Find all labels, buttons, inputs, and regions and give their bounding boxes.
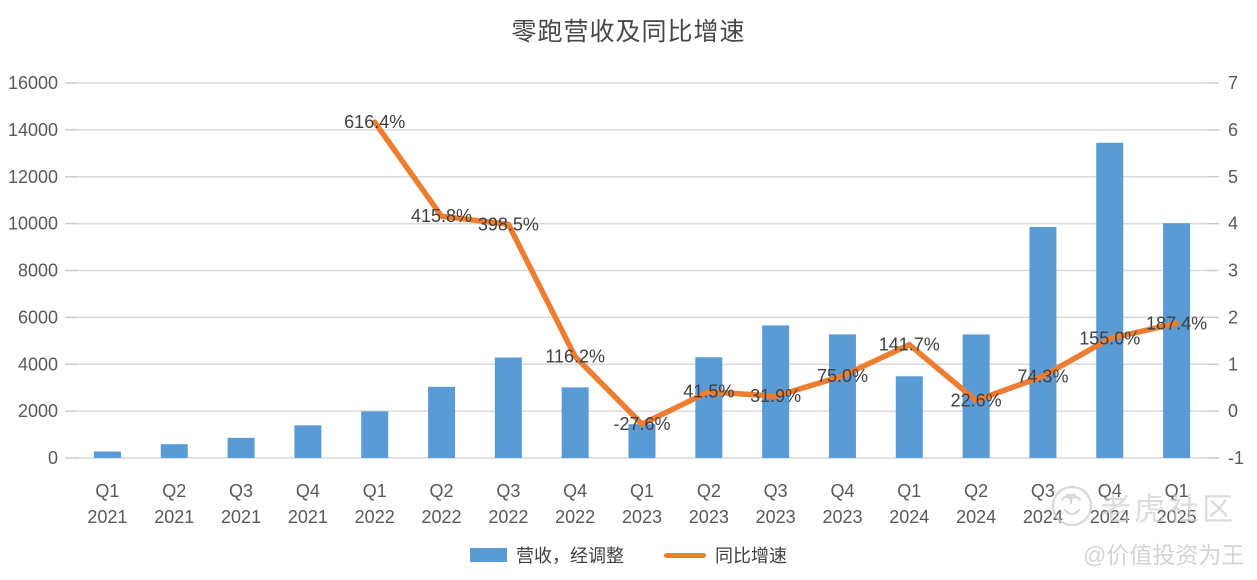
x-axis-category-label: Q2 2021 bbox=[154, 481, 194, 527]
revenue-bar bbox=[494, 357, 522, 458]
growth-series-swatch bbox=[664, 552, 706, 558]
x-axis-category-label: Q2 2023 bbox=[689, 481, 729, 527]
x-axis-category-label: Q4 2023 bbox=[822, 481, 862, 527]
growth-data-label: 415.8% bbox=[411, 206, 472, 226]
chart-legend: 营收，经调整 同比增速 bbox=[0, 542, 1257, 568]
right-axis-tick-label: 0 bbox=[1228, 401, 1238, 421]
growth-data-label: 41.5% bbox=[683, 382, 734, 402]
revenue-bar bbox=[294, 425, 322, 458]
watermark-community-text: 老虎社区 bbox=[1100, 492, 1236, 527]
right-axis-tick-label: 7 bbox=[1228, 73, 1238, 93]
revenue-bar bbox=[93, 451, 121, 458]
data-labels: 616.4% 415.8% 398.5% 116.2% -27.6% 41.5% 31.9%… bbox=[344, 112, 1207, 434]
x-axis-category-label: Q1 2022 bbox=[355, 481, 395, 527]
chart-title: 零跑营收及同比增速 bbox=[511, 18, 746, 46]
growth-line bbox=[371, 119, 1180, 427]
right-axis-tick-label: 5 bbox=[1228, 167, 1238, 187]
revenue-bar bbox=[1029, 226, 1057, 458]
growth-data-label: 616.4% bbox=[344, 112, 405, 132]
gridlines bbox=[65, 82, 1219, 459]
x-axis-category-label: Q3 2024 bbox=[1023, 481, 1063, 527]
legend-item-growth: 同比增速 bbox=[664, 542, 787, 568]
revenue-bar bbox=[160, 444, 188, 458]
x-axis-category-label: Q4 2024 bbox=[1090, 481, 1130, 527]
left-axis-tick-label: 8000 bbox=[18, 261, 58, 281]
legend-label-growth: 同比增速 bbox=[715, 546, 787, 566]
revenue-bar bbox=[227, 437, 255, 458]
revenue-bar bbox=[561, 387, 589, 458]
revenue-bar bbox=[695, 357, 723, 458]
right-axis-tick-label: 4 bbox=[1228, 214, 1238, 234]
left-axis-tick-label: 12000 bbox=[8, 167, 58, 187]
x-axis-category-label: Q2 2022 bbox=[422, 481, 462, 527]
legend-item-revenue: 营收，经调整 bbox=[470, 542, 624, 568]
tiger-community-watermark: 老虎社区 bbox=[1051, 485, 1236, 527]
revenue-bar bbox=[895, 376, 923, 458]
x-axis-category-label: Q1 2025 bbox=[1157, 481, 1197, 527]
right-axis-tick-label: 3 bbox=[1228, 261, 1238, 281]
left-axis-tick-label: 16000 bbox=[8, 73, 58, 93]
growth-data-label: 75.0% bbox=[817, 366, 868, 386]
growth-line-path bbox=[371, 119, 1180, 427]
growth-data-label: 187.4% bbox=[1146, 313, 1207, 333]
revenue-series-swatch bbox=[470, 548, 507, 562]
growth-data-label: 398.5% bbox=[478, 214, 539, 234]
left-axis-tick-label: 0 bbox=[48, 448, 58, 468]
right-axis-tick-label: 1 bbox=[1228, 354, 1238, 374]
right-axis-tick-label: -1 bbox=[1228, 448, 1244, 468]
revenue-bar bbox=[428, 386, 456, 458]
x-axis-category-label: Q1 2023 bbox=[622, 481, 662, 527]
left-axis-tick-label: 2000 bbox=[18, 401, 58, 421]
x-axis-category-label: Q3 2022 bbox=[488, 481, 528, 527]
left-axis-tick-label: 4000 bbox=[18, 354, 58, 374]
revenue-bars bbox=[93, 142, 1191, 458]
x-axis-category-label: Q4 2021 bbox=[288, 481, 328, 527]
legend-label-revenue: 营收，经调整 bbox=[516, 546, 624, 566]
left-axis-tick-label: 14000 bbox=[8, 120, 58, 140]
x-axis-category-label: Q1 2021 bbox=[87, 481, 127, 527]
revenue-bar bbox=[1163, 223, 1191, 458]
growth-data-label: 31.9% bbox=[750, 386, 801, 406]
x-axis-category-label: Q3 2023 bbox=[756, 481, 796, 527]
right-axis-tick-label: 6 bbox=[1228, 120, 1238, 140]
growth-data-label: 74.3% bbox=[1017, 366, 1068, 386]
growth-data-label: -27.6% bbox=[613, 414, 670, 434]
tiger-head-circle-icon bbox=[1051, 485, 1093, 527]
revenue-bar bbox=[1096, 142, 1124, 458]
growth-data-label: 141.7% bbox=[879, 335, 940, 355]
growth-data-label: 22.6% bbox=[951, 391, 1002, 411]
revenue-bar bbox=[628, 424, 656, 458]
watermark-author-text: @价值投资为王 bbox=[1083, 542, 1244, 568]
revenue-bar bbox=[361, 411, 389, 458]
x-axis-category-label: Q1 2024 bbox=[889, 481, 929, 527]
growth-data-label: 155.0% bbox=[1079, 328, 1140, 348]
revenue-bar bbox=[828, 334, 856, 458]
left-axis-tick-label: 6000 bbox=[18, 307, 58, 327]
x-axis-category-label: Q4 2022 bbox=[555, 481, 595, 527]
x-axis-category-label: Q2 2024 bbox=[956, 481, 996, 527]
left-axis-tick-label: 10000 bbox=[8, 214, 58, 234]
x-axis-category-label: Q3 2021 bbox=[221, 481, 261, 527]
right-axis-tick-label: 2 bbox=[1228, 307, 1238, 327]
growth-data-label: 116.2% bbox=[545, 347, 605, 367]
